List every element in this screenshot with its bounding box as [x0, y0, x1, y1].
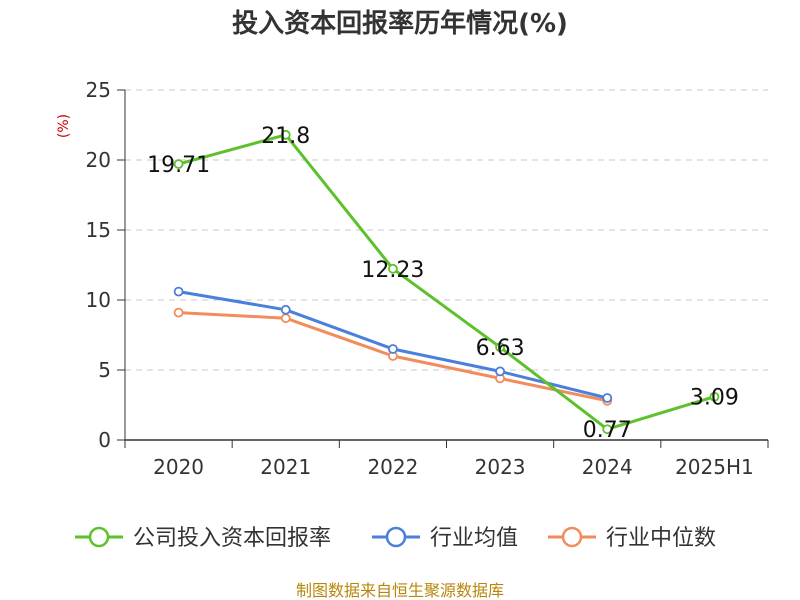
x-tick-label: 2021 — [260, 455, 311, 479]
data-point — [173, 307, 184, 318]
data-label: 0.77 — [583, 418, 632, 443]
data-point — [388, 344, 398, 354]
y-tick-label: 15 — [86, 218, 111, 242]
data-labels: 19.71 21.8 12.23 6.63 0.77 3.09 — [147, 124, 739, 443]
y-tick-label: 0 — [98, 428, 111, 452]
data-point — [709, 391, 720, 402]
data-label: 3.09 — [690, 386, 739, 411]
data-point — [173, 159, 184, 169]
chart-title: 投入资本回报率历年情况(%) — [232, 8, 568, 39]
x-tick-label: 2020 — [153, 455, 204, 479]
data-label: 6.63 — [476, 336, 525, 361]
legend-marker — [561, 526, 583, 548]
y-tick-label: 5 — [98, 358, 111, 382]
series-line — [178, 133, 715, 431]
x-tick-label: 2025H1 — [675, 455, 754, 479]
data-label: 12.23 — [361, 258, 424, 283]
legend-label: 公司投入资本回报率 — [133, 526, 331, 551]
data-point — [495, 342, 505, 353]
y-tick-label: 20 — [86, 148, 111, 172]
data-point — [280, 313, 291, 324]
legend: 公司投入资本回报率 行业均值 行业中位数 — [75, 526, 716, 551]
legend-marker — [385, 526, 407, 548]
source-note: 制图数据来自恒生聚源数据库 — [296, 581, 504, 600]
data-label: 19.71 — [147, 153, 210, 178]
data-point — [173, 286, 184, 297]
grid-lines — [125, 89, 768, 371]
data-point — [280, 129, 291, 140]
data-point — [602, 424, 613, 435]
x-tick-label: 2024 — [582, 455, 633, 479]
data-point — [280, 304, 291, 315]
legend-marker — [88, 526, 110, 548]
data-point — [388, 263, 398, 274]
x-tick-label: 2022 — [367, 455, 418, 479]
x-tick-label: 2023 — [475, 455, 526, 479]
legend-label: 行业均值 — [430, 526, 518, 551]
data-point — [495, 366, 505, 377]
data-label: 21.8 — [261, 124, 310, 149]
legend-label: 行业中位数 — [606, 526, 716, 551]
axes: 0 5 10 15 20 25 2020 2021 2022 2023 2024 2025H1 — [86, 78, 769, 479]
y-axis-unit: (%) — [56, 114, 72, 138]
y-tick-label: 10 — [86, 288, 111, 312]
y-tick-label: 25 — [86, 78, 111, 102]
data-point — [602, 393, 613, 403]
series-group — [173, 129, 720, 435]
